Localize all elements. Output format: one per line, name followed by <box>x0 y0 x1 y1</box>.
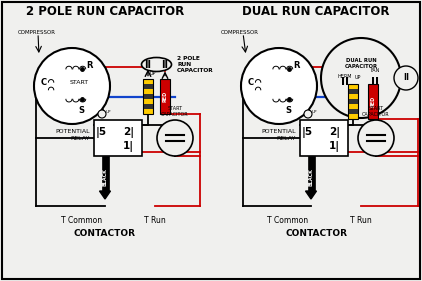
Bar <box>368 83 378 119</box>
Text: II: II <box>162 60 168 69</box>
Text: POTENTIAL
RELAY: POTENTIAL RELAY <box>55 129 90 140</box>
Text: T Common: T Common <box>62 216 103 225</box>
Bar <box>102 156 108 191</box>
Text: 2 POLE RUN CAPACITOR: 2 POLE RUN CAPACITOR <box>26 5 184 18</box>
Bar <box>348 89 358 94</box>
Bar <box>143 103 153 108</box>
Bar <box>348 114 358 119</box>
Circle shape <box>321 38 401 118</box>
Bar <box>348 103 358 108</box>
Circle shape <box>241 48 317 124</box>
Text: |5: |5 <box>96 127 107 138</box>
Text: II: II <box>144 60 151 69</box>
Text: |5: |5 <box>302 127 313 138</box>
Text: START
CAPACITOR: START CAPACITOR <box>362 106 390 117</box>
Bar <box>348 108 358 114</box>
Text: R: R <box>86 61 92 70</box>
Text: S: S <box>78 106 84 115</box>
Polygon shape <box>100 191 111 199</box>
Text: DUAL RUN CAPACITOR: DUAL RUN CAPACITOR <box>242 5 390 18</box>
Text: RED: RED <box>371 96 376 106</box>
Text: S: S <box>286 106 292 115</box>
Text: BLACK: BLACK <box>103 169 108 186</box>
Text: POTENTIAL
RELAY: POTENTIAL RELAY <box>261 129 296 140</box>
Text: II: II <box>371 77 379 87</box>
Bar <box>143 94 153 99</box>
Bar <box>348 83 358 119</box>
Text: UP: UP <box>355 75 361 80</box>
Bar <box>143 78 153 114</box>
Bar <box>348 94 358 99</box>
Text: COMPRESSOR: COMPRESSOR <box>221 31 259 35</box>
Text: HERM: HERM <box>338 74 352 78</box>
Ellipse shape <box>141 58 171 71</box>
Text: C: C <box>41 78 46 87</box>
Text: T Common: T Common <box>268 216 308 225</box>
Text: CONTACTOR: CONTACTOR <box>285 229 347 238</box>
Text: 2|: 2| <box>329 127 340 138</box>
Text: FAN: FAN <box>371 67 380 72</box>
Text: 2 POLE
RUN
CAPACITOR: 2 POLE RUN CAPACITOR <box>177 56 214 73</box>
Circle shape <box>98 110 106 118</box>
Text: T Run: T Run <box>144 216 166 225</box>
Text: II: II <box>403 74 409 83</box>
Text: 2|: 2| <box>123 127 134 138</box>
Text: R: R <box>293 61 299 70</box>
Bar <box>300 120 348 156</box>
Text: CONTACTOR: CONTACTOR <box>74 229 136 238</box>
Circle shape <box>34 48 110 124</box>
Circle shape <box>157 120 193 156</box>
Circle shape <box>304 110 312 118</box>
Text: 1|: 1| <box>329 142 340 153</box>
Text: RED: RED <box>162 90 168 101</box>
Bar <box>143 99 153 103</box>
Text: START
CAPACITOR: START CAPACITOR <box>161 106 189 117</box>
Bar <box>308 156 314 191</box>
Bar <box>143 78 153 83</box>
Text: C: C <box>247 78 254 87</box>
Text: II: II <box>341 77 349 87</box>
Text: T Run: T Run <box>350 216 372 225</box>
Bar <box>160 78 170 114</box>
Text: COMPRESSOR: COMPRESSOR <box>18 31 56 35</box>
Bar <box>94 120 142 156</box>
Bar <box>143 89 153 94</box>
Text: BLACK: BLACK <box>308 169 314 186</box>
Bar <box>348 83 358 89</box>
Bar <box>143 83 153 89</box>
Text: 1|: 1| <box>123 142 134 153</box>
Polygon shape <box>306 191 316 199</box>
Bar <box>348 99 358 103</box>
Circle shape <box>358 120 394 156</box>
Text: UP: UP <box>312 110 317 114</box>
Text: DUAL RUN
CAPACITOR: DUAL RUN CAPACITOR <box>344 58 378 69</box>
Text: UP: UP <box>150 71 157 76</box>
Text: UP: UP <box>106 110 111 114</box>
Circle shape <box>394 66 418 90</box>
Text: START: START <box>70 80 89 85</box>
Bar <box>143 108 153 114</box>
